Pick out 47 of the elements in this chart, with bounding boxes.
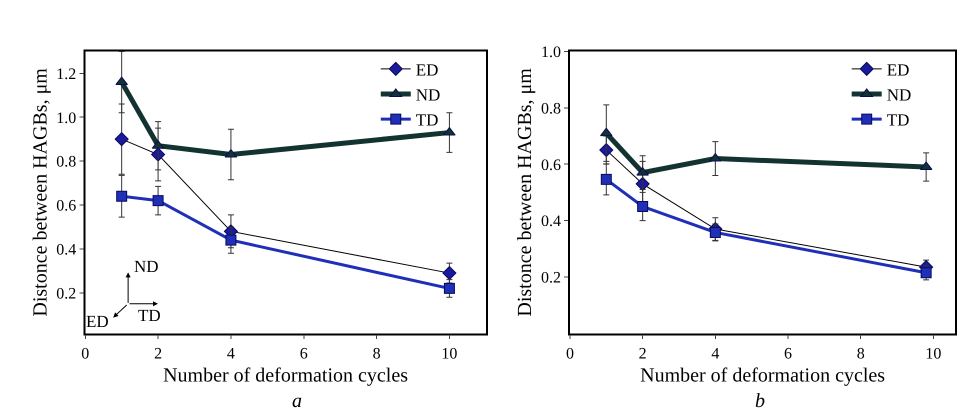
y-tick-label: 0.4 [541,213,561,230]
annotation: ND [134,257,159,276]
x-tick-label: 6 [300,345,308,362]
x-axis-title: Number of deformation cycles [640,364,886,386]
legend-label: TD [886,110,910,130]
y-tick-label: 0.8 [56,154,76,171]
point [225,234,236,246]
text: a [292,390,302,410]
point [637,200,648,212]
annotation: ED [86,312,109,331]
point [600,174,612,185]
point [114,132,129,146]
y-tick-label: 1.2 [56,66,76,83]
x-tick-label: 2 [154,345,162,362]
y-tick-label: 0.6 [541,156,561,174]
x-tick-label: 2 [638,345,647,362]
y-tick-label: 0.8 [541,100,561,118]
x-tick-label: 0 [566,345,574,362]
point [152,195,164,206]
y-tick-label: 0.2 [56,285,76,302]
point [710,226,721,238]
y-tick-label: 1.0 [541,44,561,61]
x-tick-label: 10 [441,345,458,362]
x-tick-label: 4 [226,345,235,362]
x-tick-label: 10 [925,345,942,362]
y-tick-label: 0.6 [56,198,76,215]
legend-label: TD [416,110,438,130]
y-axis-title: Distonce between HAGBs, μm [29,68,52,317]
x-axis-title: Number of deformation cycles [163,364,408,386]
annotation: TD [138,306,161,325]
y-axis-title: Distonce between HAGBs, μm [514,68,536,317]
x-tick-label: 6 [784,345,792,362]
point [442,266,456,280]
y-tick-label: 1.0 [56,110,76,127]
point [444,282,455,294]
x-tick-label: 4 [711,345,720,362]
x-tick-label: 0 [81,345,90,362]
y-tick-label: 0.4 [56,242,76,259]
x-tick-label: 8 [372,345,381,362]
y-tick-label: 0.2 [541,270,561,287]
legend-label: ED [416,60,438,80]
legend-label: ED [886,60,910,80]
x-tick-label: 8 [856,345,865,362]
point [116,190,128,202]
legend-label: ND [416,86,440,105]
text: b [755,390,765,410]
legend-label: ND [886,86,912,105]
